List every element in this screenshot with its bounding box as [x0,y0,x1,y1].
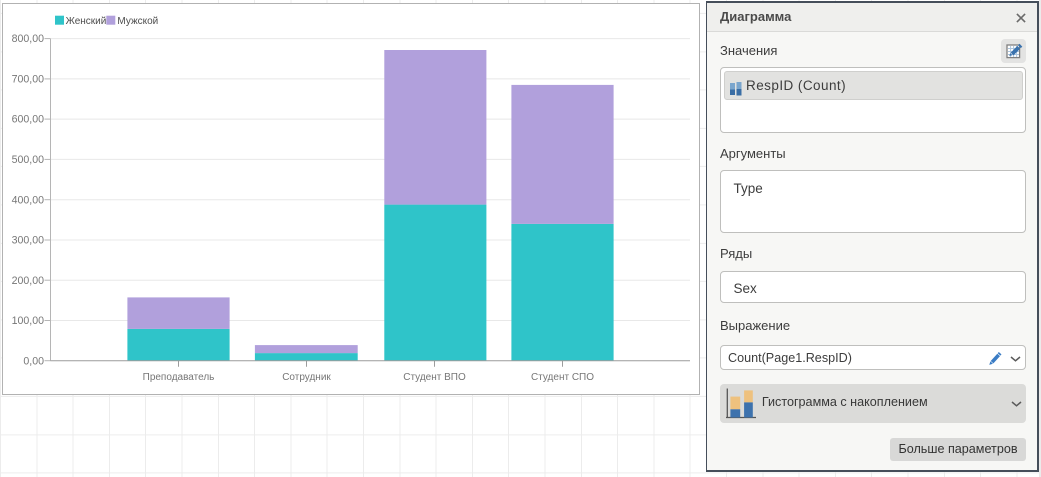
svg-text:200,00: 200,00 [12,275,45,287]
svg-text:700,00: 700,00 [12,74,45,86]
svg-text:Студент СПО: Студент СПО [531,372,594,383]
svg-text:Студент ВПО: Студент ВПО [403,372,466,383]
svg-text:Сотрудник: Сотрудник [282,372,331,383]
svg-text:600,00: 600,00 [12,114,45,126]
svg-text:400,00: 400,00 [12,194,45,206]
svg-text:Женский: Женский [66,16,107,27]
svg-text:Преподаватель: Преподаватель [143,372,215,383]
svg-text:800,00: 800,00 [12,33,45,45]
svg-text:Мужской: Мужской [117,16,158,27]
svg-text:100,00: 100,00 [12,315,45,327]
svg-text:300,00: 300,00 [12,235,45,247]
svg-text:0,00: 0,00 [23,355,44,367]
svg-text:500,00: 500,00 [12,154,45,166]
